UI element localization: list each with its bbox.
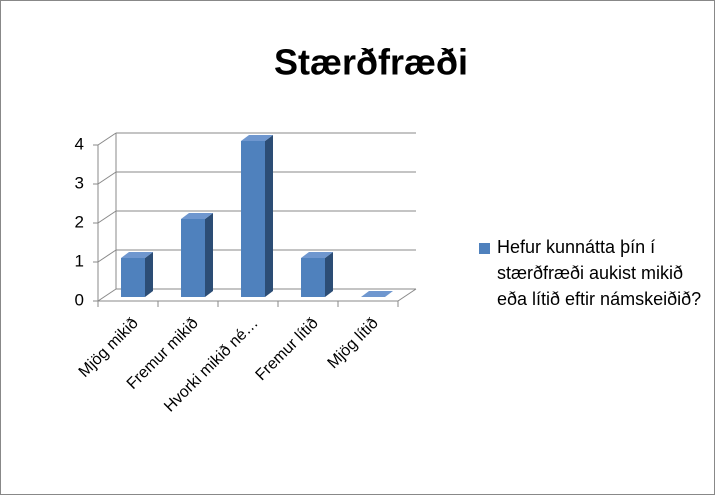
bar [181, 213, 213, 297]
legend-swatch [479, 243, 490, 254]
grid-line [97, 249, 117, 263]
bar-side [325, 252, 333, 297]
bar-front [301, 258, 325, 297]
y-tick-label: 2 [75, 212, 84, 231]
bar-top [301, 252, 333, 258]
bar-top [241, 135, 273, 141]
x-tick-label: Mjög mikið [76, 315, 142, 381]
grid-line [97, 210, 117, 224]
y-tick-label: 4 [75, 134, 84, 153]
bar-top [361, 291, 393, 297]
legend-label: Hefur kunnátta þín í stærðfræði aukist m… [497, 237, 702, 309]
bar-side [205, 213, 213, 297]
bar-front [121, 258, 145, 297]
x-tick-label: Fremur lítið [253, 315, 322, 384]
bar [241, 135, 273, 297]
grid-line [97, 288, 117, 302]
bar-side [145, 252, 153, 297]
y-tick-label: 1 [75, 251, 84, 270]
grid-line [97, 132, 117, 146]
y-tick-label: 3 [75, 173, 84, 192]
bar-front [181, 219, 205, 297]
bar-side [265, 135, 273, 297]
bar [121, 252, 153, 297]
bar-front [241, 141, 265, 297]
grid-line [97, 171, 117, 185]
floor-edge [397, 288, 417, 302]
x-tick-label: Mjög lítið [325, 315, 382, 372]
y-tick-label: 0 [75, 290, 84, 309]
bar [361, 291, 393, 297]
bar-top [181, 213, 213, 219]
chart-title: Stærðfræði [274, 42, 468, 83]
bar [301, 252, 333, 297]
bar-top [121, 252, 153, 258]
